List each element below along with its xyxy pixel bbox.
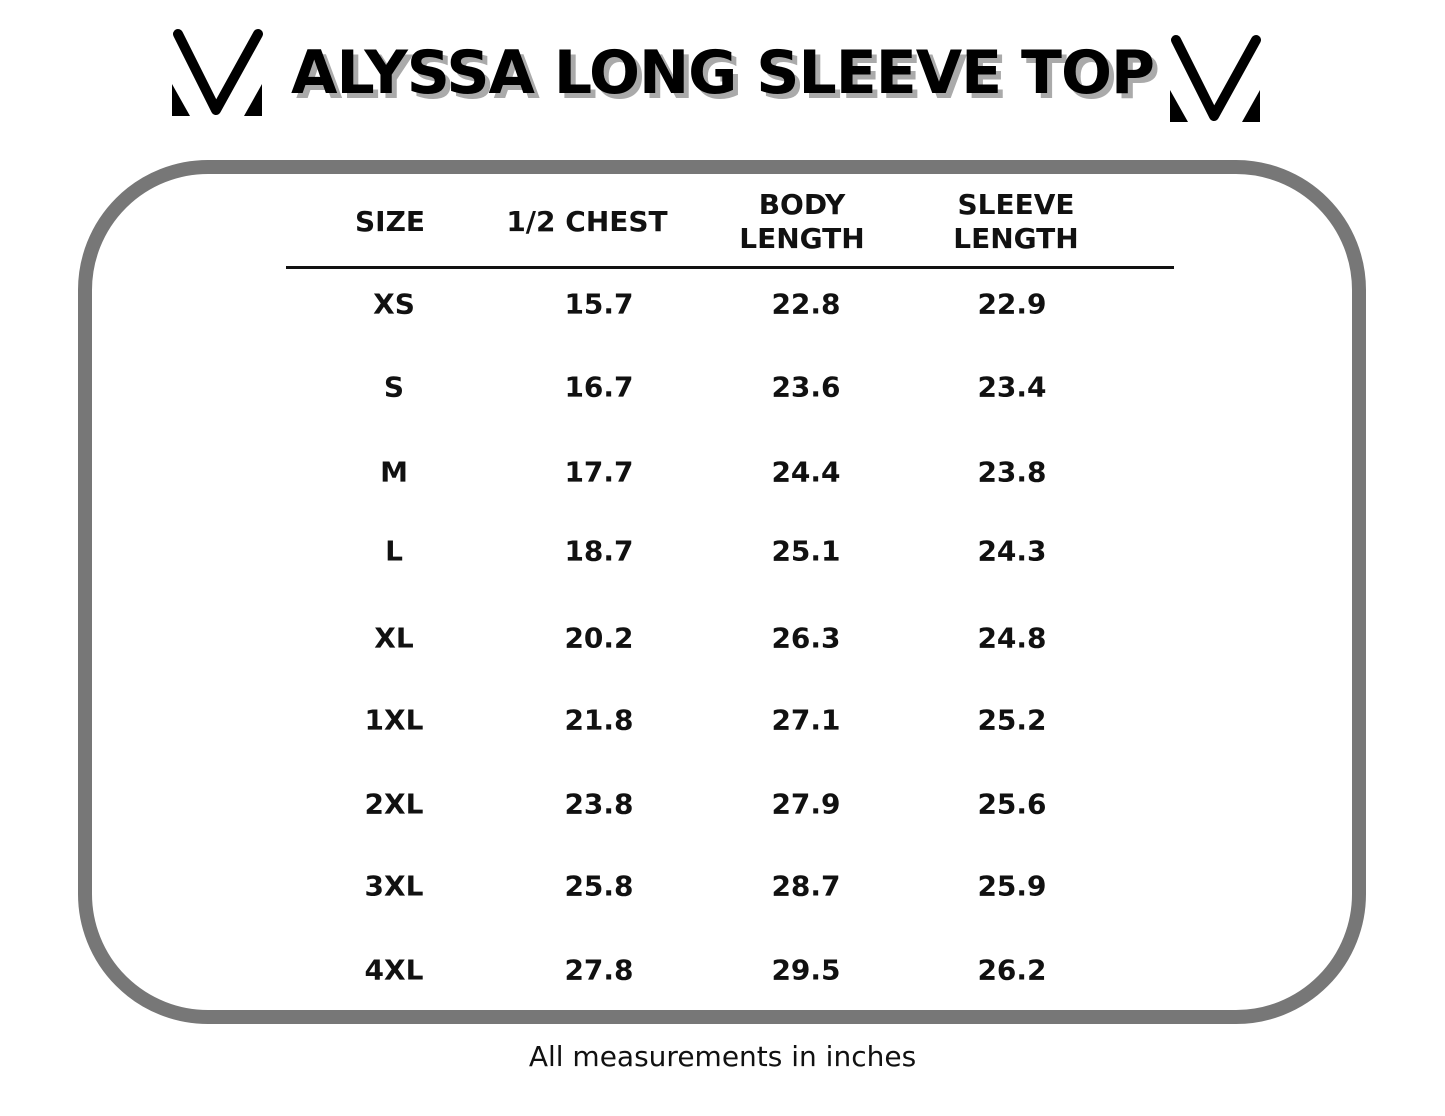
measurement-cell: 24.4 bbox=[771, 455, 841, 489]
column-header-line: LENGTH bbox=[953, 222, 1079, 255]
measurement-cell: 25.1 bbox=[771, 534, 841, 568]
page-title: ALYSSA LONG SLEEVE TOP bbox=[291, 38, 1155, 108]
measurement-cell: 17.7 bbox=[564, 455, 634, 489]
measurement-cell: 29.5 bbox=[771, 953, 841, 987]
measurement-cell: 26.2 bbox=[977, 953, 1047, 987]
size-cell: XS bbox=[373, 287, 415, 321]
size-cell: 3XL bbox=[364, 869, 424, 903]
measurement-cell: 25.9 bbox=[977, 869, 1047, 903]
size-cell: 2XL bbox=[364, 787, 424, 821]
measurement-cell: 15.7 bbox=[564, 287, 634, 321]
measurement-cell: 28.7 bbox=[771, 869, 841, 903]
column-header: SLEEVE LENGTH bbox=[916, 188, 1116, 256]
measurement-cell: 24.3 bbox=[977, 534, 1047, 568]
header-divider bbox=[286, 266, 1174, 269]
measurement-cell: 25.2 bbox=[977, 703, 1047, 737]
measurement-cell: 23.8 bbox=[977, 455, 1047, 489]
size-cell: 1XL bbox=[364, 703, 424, 737]
column-header-line: SLEEVE bbox=[957, 188, 1075, 221]
column-header-line: BODY bbox=[758, 188, 846, 221]
measurement-cell: 16.7 bbox=[564, 370, 634, 404]
column-header: BODY LENGTH bbox=[702, 188, 902, 256]
footnote: All measurements in inches bbox=[528, 1040, 917, 1073]
measurement-cell: 21.8 bbox=[564, 703, 634, 737]
size-cell: L bbox=[385, 534, 403, 568]
table-frame bbox=[78, 160, 1366, 1024]
measurement-cell: 24.8 bbox=[977, 621, 1047, 655]
measurement-cell: 27.1 bbox=[771, 703, 841, 737]
measurement-cell: 25.8 bbox=[564, 869, 634, 903]
column-header: SIZE bbox=[290, 205, 490, 239]
measurement-cell: 26.3 bbox=[771, 621, 841, 655]
column-header-line: 1/2 CHEST bbox=[506, 205, 668, 238]
column-header: 1/2 CHEST bbox=[487, 205, 687, 239]
measurement-cell: 25.6 bbox=[977, 787, 1047, 821]
logo-icon bbox=[1170, 35, 1261, 122]
measurement-cell: 27.8 bbox=[564, 953, 634, 987]
column-header-line: LENGTH bbox=[739, 222, 865, 255]
measurement-cell: 18.7 bbox=[564, 534, 634, 568]
measurement-cell: 22.9 bbox=[977, 287, 1047, 321]
measurement-cell: 27.9 bbox=[771, 787, 841, 821]
measurement-cell: 20.2 bbox=[564, 621, 634, 655]
measurement-cell: 23.8 bbox=[564, 787, 634, 821]
logo-icon bbox=[172, 29, 263, 116]
size-cell: S bbox=[383, 370, 405, 404]
size-cell: XL bbox=[374, 621, 414, 655]
size-cell: M bbox=[380, 455, 408, 489]
size-cell: 4XL bbox=[364, 953, 424, 987]
column-header-line: SIZE bbox=[354, 205, 425, 238]
measurement-cell: 23.6 bbox=[771, 370, 841, 404]
measurement-cell: 22.8 bbox=[771, 287, 841, 321]
measurement-cell: 23.4 bbox=[977, 370, 1047, 404]
